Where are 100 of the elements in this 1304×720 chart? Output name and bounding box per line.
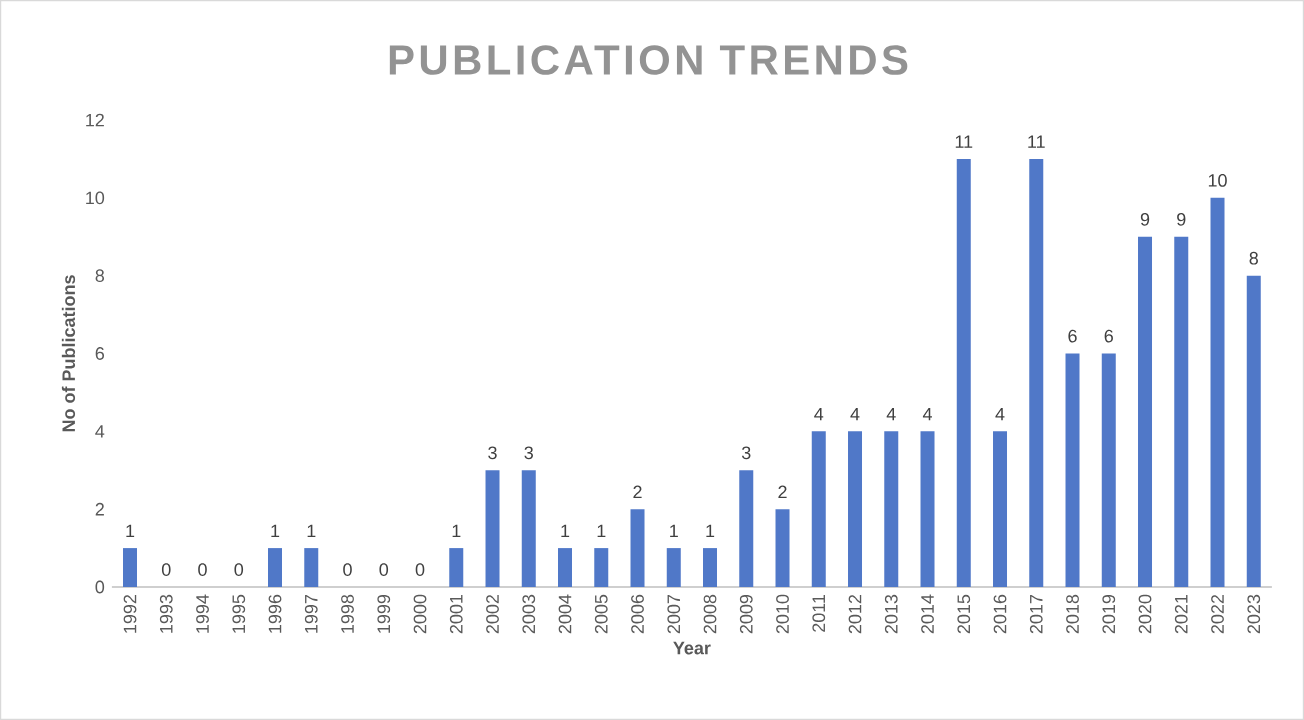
data-label: 0 xyxy=(161,563,171,576)
x-tick-label: 2021 xyxy=(1174,594,1188,634)
x-tick-label: 2014 xyxy=(921,594,934,634)
x-tick-label: 2010 xyxy=(776,594,789,634)
bar xyxy=(1029,158,1044,587)
data-label: 6 xyxy=(1068,329,1077,343)
x-tick-label: 2017 xyxy=(1029,594,1043,634)
data-label: 1 xyxy=(670,524,678,538)
x-tick-label: 2000 xyxy=(413,594,427,634)
data-label: 4 xyxy=(814,407,824,421)
x-tick-label: 2009 xyxy=(739,594,753,634)
y-tick-label: 0 xyxy=(95,580,105,594)
x-tick-label: 2016 xyxy=(993,594,1007,634)
data-label: 4 xyxy=(886,407,896,421)
bar xyxy=(123,548,138,587)
x-tick-label: 2001 xyxy=(449,594,463,634)
data-label: 0 xyxy=(415,563,425,576)
data-label: 9 xyxy=(1177,212,1186,226)
data-label: 0 xyxy=(343,563,352,576)
bar xyxy=(304,548,319,587)
y-tick-label: 2 xyxy=(95,502,104,516)
data-label: 3 xyxy=(741,446,751,460)
bar xyxy=(1246,275,1261,587)
x-tick-label: 2006 xyxy=(631,594,644,634)
bar xyxy=(630,509,645,587)
bar xyxy=(558,548,573,587)
y-axis-title: No of Publications xyxy=(61,275,76,432)
data-label: 6 xyxy=(1104,329,1113,343)
x-tick-label: 2022 xyxy=(1211,594,1224,634)
data-label: 4 xyxy=(922,407,932,421)
data-label: 1 xyxy=(561,524,570,538)
bar xyxy=(920,431,935,587)
data-label: 11 xyxy=(1028,135,1045,148)
bar xyxy=(666,548,681,587)
x-tick-label: 2015 xyxy=(957,594,971,634)
x-tick-label: 2003 xyxy=(522,594,536,634)
x-tick-label: 2018 xyxy=(1066,594,1079,634)
data-label: 2 xyxy=(778,485,787,499)
bar xyxy=(884,431,899,587)
data-label: 1 xyxy=(271,524,280,538)
y-tick-label: 10 xyxy=(86,191,105,205)
x-tick-label: 2023 xyxy=(1247,594,1261,634)
bar xyxy=(1101,353,1116,587)
data-label: 3 xyxy=(488,446,497,460)
data-label: 1 xyxy=(307,524,316,538)
bar xyxy=(485,470,500,587)
y-tick-label: 12 xyxy=(86,113,104,127)
x-axis-title: Year xyxy=(673,641,711,655)
data-label: 4 xyxy=(850,407,860,421)
x-tick-label: 1997 xyxy=(304,594,318,633)
bar xyxy=(993,431,1008,587)
bar xyxy=(848,431,863,587)
data-label: 9 xyxy=(1140,212,1150,226)
x-tick-label: 1998 xyxy=(341,594,354,633)
x-tick-label: 2004 xyxy=(558,594,572,634)
data-label: 3 xyxy=(524,446,533,460)
x-tick-label: 2005 xyxy=(594,594,608,634)
data-label: 0 xyxy=(198,563,207,576)
data-label: 1 xyxy=(706,524,715,538)
bar xyxy=(521,470,536,587)
data-label: 1 xyxy=(452,524,461,538)
x-tick-label: 1999 xyxy=(377,594,391,633)
bar xyxy=(594,548,609,587)
x-tick-label: 2020 xyxy=(1138,594,1152,634)
data-label: 8 xyxy=(1249,251,1258,265)
bar xyxy=(703,548,718,587)
bar xyxy=(1065,353,1080,587)
data-label: 0 xyxy=(379,563,389,576)
data-label: 1 xyxy=(597,524,606,538)
bar xyxy=(1210,197,1225,587)
chart-title: PUBLICATION TRENDS xyxy=(389,45,908,75)
bar xyxy=(811,431,826,587)
x-tick-label: 1995 xyxy=(232,594,246,633)
bar xyxy=(449,548,464,587)
x-tick-label: 1996 xyxy=(268,594,282,633)
x-tick-label: 2002 xyxy=(486,594,499,634)
data-label: 1 xyxy=(126,524,135,538)
x-tick-label: 2012 xyxy=(848,594,862,634)
data-label: 11 xyxy=(955,135,973,148)
bar xyxy=(268,548,283,587)
bar xyxy=(1138,236,1153,587)
bar xyxy=(1174,236,1189,587)
data-label: 4 xyxy=(995,407,1005,421)
x-tick-label: 2008 xyxy=(703,594,717,634)
data-label: 0 xyxy=(234,563,244,576)
x-tick-label: 1993 xyxy=(159,594,173,633)
data-label: 10 xyxy=(1208,174,1227,187)
x-tick-label: 1992 xyxy=(123,594,137,633)
data-label: 2 xyxy=(633,485,642,499)
bar xyxy=(775,509,790,587)
y-tick-label: 4 xyxy=(95,425,105,438)
x-tick-label: 2019 xyxy=(1102,594,1116,634)
bar xyxy=(739,470,754,587)
y-tick-label: 8 xyxy=(95,269,105,283)
bar xyxy=(956,158,971,587)
x-tick-label: 2011 xyxy=(812,594,826,632)
x-tick-label: 2013 xyxy=(884,594,898,634)
x-tick-label: 2007 xyxy=(667,594,681,634)
y-tick-label: 6 xyxy=(95,347,105,360)
x-tick-label: 1994 xyxy=(196,594,209,633)
